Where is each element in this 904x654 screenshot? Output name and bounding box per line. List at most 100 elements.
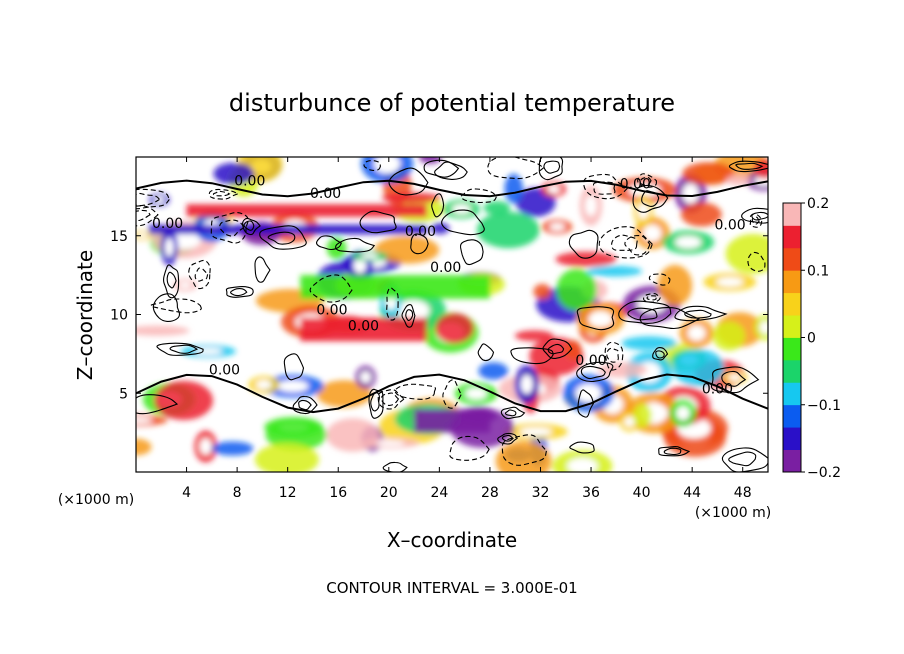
- heat-blob-core: [353, 258, 367, 274]
- contour-line-positive: [434, 161, 468, 180]
- contour-line-negative: [646, 295, 657, 301]
- contour-line-negative: [194, 267, 209, 282]
- heat-blob: [621, 336, 677, 351]
- contour-line-positive: [254, 256, 271, 283]
- colorbar-swatch: [783, 247, 801, 271]
- colorbar-tick-label: 0.1: [807, 263, 829, 279]
- heat-blob-core: [638, 202, 649, 220]
- contour-line-positive: [298, 399, 312, 411]
- contour-line-positive: [542, 338, 573, 360]
- heat-blob-core: [676, 406, 690, 421]
- contour-label: 0.00: [152, 216, 183, 232]
- heat-blob-core: [567, 458, 598, 472]
- colorbar-swatch: [783, 315, 801, 338]
- heat-band: [414, 409, 490, 433]
- contour-line-positive: [382, 461, 408, 472]
- contour-line-negative: [210, 212, 249, 244]
- contour-line-positive: [721, 447, 768, 472]
- contour-line-positive: [580, 365, 606, 380]
- heat-blob: [587, 265, 642, 277]
- contour-line-negative: [212, 190, 231, 197]
- heat-blob: [495, 440, 552, 472]
- heat-blob: [483, 201, 511, 215]
- heat-blob-core: [675, 236, 702, 249]
- heat-blob-core: [277, 380, 309, 392]
- heat-blob: [136, 438, 152, 456]
- colorbar-swatch: [783, 292, 801, 316]
- x-tick-label: 4: [182, 485, 191, 501]
- contour-line-positive: [431, 193, 445, 218]
- contour-line-positive: [477, 343, 495, 362]
- contour-line-positive: [674, 305, 728, 322]
- y-tick-label: 5: [119, 386, 128, 402]
- contour-line-positive: [735, 162, 764, 170]
- heat-blob: [213, 162, 255, 185]
- chart-title: disturbunce of potential temperature: [229, 89, 675, 117]
- x-tick-label: 36: [582, 485, 600, 501]
- contour-line-positive: [136, 394, 179, 415]
- contour-line-positive: [423, 159, 460, 178]
- contour-line-positive: [501, 434, 514, 442]
- contour-lines: [136, 157, 768, 472]
- heat-blob-core: [688, 325, 706, 341]
- contour-line-negative: [604, 341, 624, 371]
- y-tick-label: 10: [110, 308, 128, 324]
- heat-blob: [725, 233, 768, 274]
- colorbar-swatch: [783, 404, 801, 428]
- contour-line-negative: [442, 379, 462, 409]
- heat-blob-core: [256, 380, 272, 390]
- heat-blob: [726, 174, 752, 186]
- colorbar-tick-label: 0: [807, 331, 816, 347]
- colorbar-swatch: [783, 359, 801, 383]
- x-tick-label: 8: [233, 485, 242, 501]
- contour-line-positive: [751, 211, 768, 221]
- contour-line-negative: [386, 287, 399, 321]
- heat-band: [300, 317, 427, 342]
- heat-blob-core: [179, 282, 192, 289]
- heat-blob: [136, 325, 190, 336]
- colorbar-swatch: [783, 427, 801, 450]
- contour-label: 0.00: [234, 173, 265, 189]
- contour-line-positive: [504, 409, 517, 417]
- contour-line-negative: [501, 434, 547, 466]
- contour-line-zero: [136, 373, 768, 414]
- heat-blob-core: [728, 374, 741, 381]
- heat-blob: [381, 192, 442, 204]
- contour-line-negative: [449, 435, 490, 461]
- contour-line-positive: [267, 231, 296, 245]
- plot-area: 0.000.000.000.00 0.000.000.000.000.000.00…: [136, 157, 768, 472]
- heat-blob: [419, 157, 442, 164]
- heat-blob: [435, 313, 474, 344]
- contour-line-positive: [576, 361, 614, 383]
- contour-line-negative: [747, 251, 766, 272]
- heat-blob-core: [549, 223, 565, 231]
- contour-line-positive: [510, 347, 554, 365]
- colorbar-swatch: [783, 203, 801, 226]
- colorbar-swatch: [783, 449, 801, 473]
- contour-label: 0.00: [209, 362, 240, 378]
- contour-line-positive: [497, 432, 518, 445]
- x-axis: 4 8 12 16 20 24 28 32 36 40 44 48: [182, 157, 752, 501]
- contour-line-positive: [230, 288, 248, 297]
- heat-blob: [514, 330, 554, 342]
- colorbar-swatch: [783, 270, 801, 294]
- heat-blob-core: [585, 195, 597, 216]
- contour-line-positive: [156, 342, 204, 356]
- x-axis-title: X–coordinate: [387, 528, 517, 552]
- heat-blob: [154, 380, 214, 421]
- contour-line-positive: [152, 293, 181, 323]
- colorbar-tick-label: 0.2: [807, 196, 829, 212]
- contour-line-positive: [538, 157, 564, 181]
- y-tick-label: 15: [110, 229, 128, 245]
- contour-line-positive: [684, 309, 712, 319]
- colorbar-swatch: [783, 337, 801, 361]
- contour-line-positive: [388, 167, 429, 196]
- contour-line-positive: [652, 347, 669, 361]
- contour-label: 0.00: [575, 353, 606, 369]
- contour-line-positive: [410, 233, 429, 255]
- contour-line-negative: [363, 160, 381, 171]
- contour-line-positive: [169, 344, 198, 354]
- contour-line-negative: [136, 192, 161, 207]
- heat-blob-core: [374, 157, 401, 174]
